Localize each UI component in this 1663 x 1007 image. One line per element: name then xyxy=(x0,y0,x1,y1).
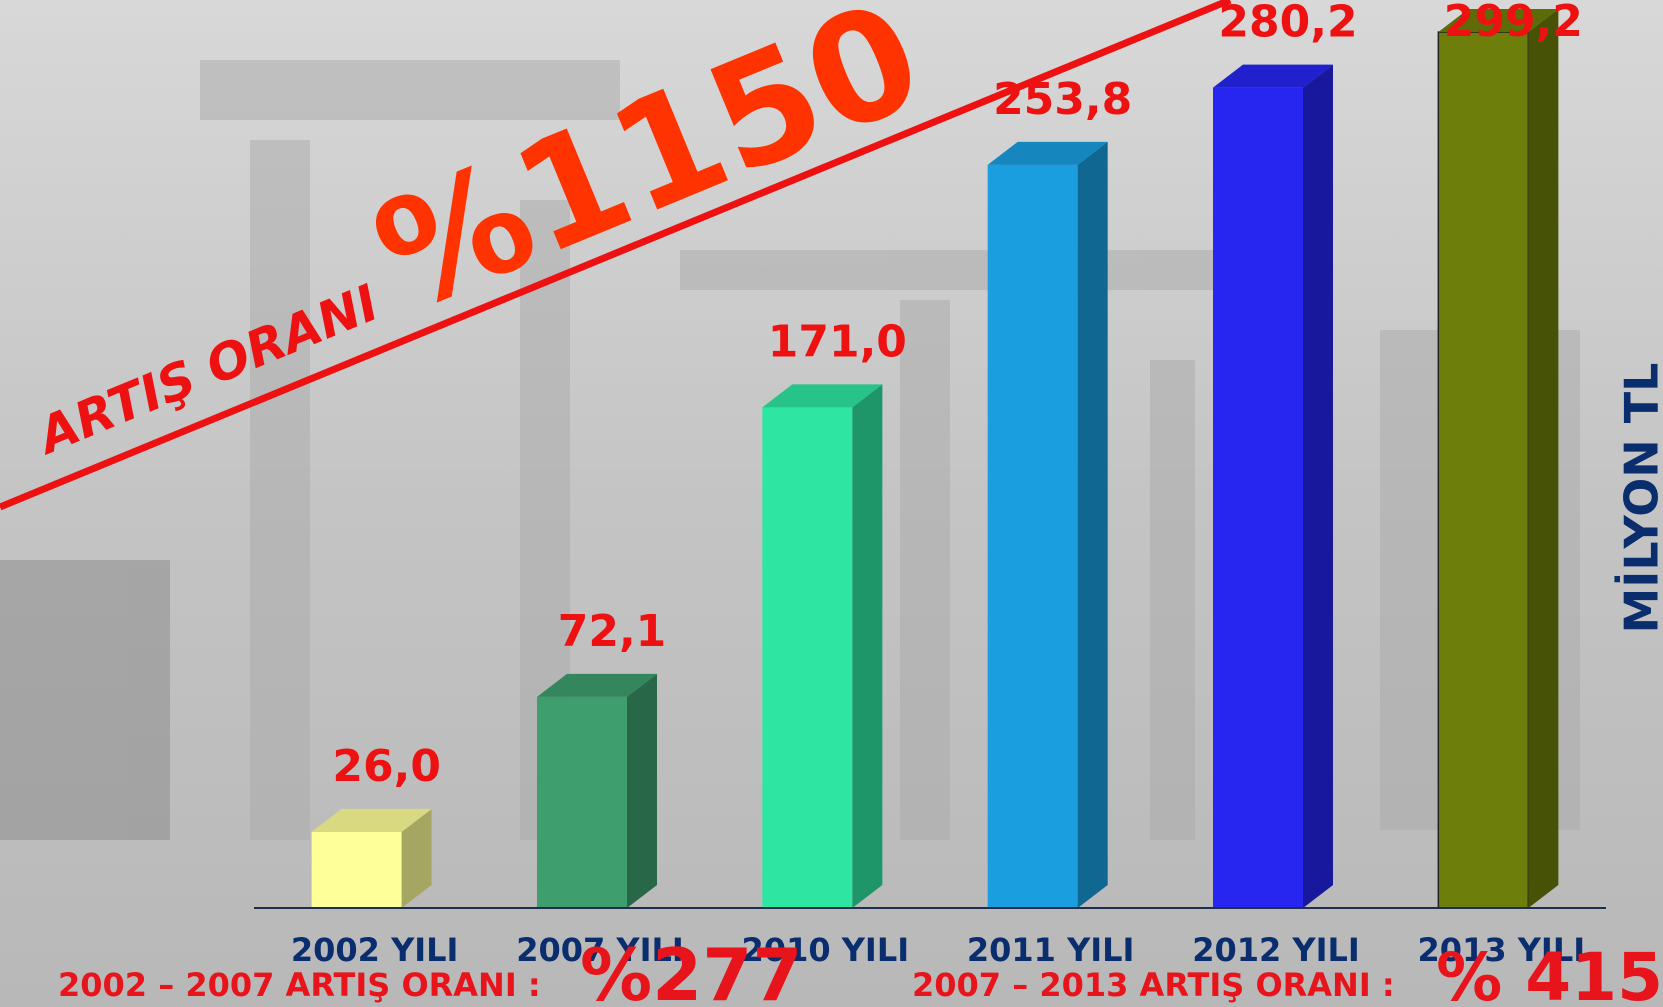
bar-top-shade xyxy=(1213,64,1333,88)
x-tick-label: 2012 YILI xyxy=(1192,931,1360,969)
bar-side xyxy=(1303,64,1333,908)
bar-top-shade xyxy=(762,384,883,408)
value-label: 171,0 xyxy=(768,316,907,367)
bar-top xyxy=(987,141,1108,165)
x-tick-label: 2007 YILI xyxy=(516,931,684,969)
bar-top xyxy=(762,384,883,408)
bar-top-shade xyxy=(537,673,657,697)
value-label: 72,1 xyxy=(558,606,667,657)
bar-top xyxy=(1438,9,1559,32)
bar-front xyxy=(987,164,1078,908)
right-growth-label: 2007 – 2013 ARTIŞ ORANI : xyxy=(912,966,1395,1004)
bar-top-shade xyxy=(1438,9,1559,32)
bar-front xyxy=(311,831,402,908)
bar-side-shade xyxy=(1303,64,1333,908)
bar-front xyxy=(537,696,627,908)
bar-side xyxy=(627,673,657,908)
bar-side xyxy=(401,808,432,908)
value-label: 280,2 xyxy=(1218,0,1357,48)
bar-side xyxy=(852,384,883,908)
bar-side-shade xyxy=(1077,141,1108,908)
bar-top-shade xyxy=(987,141,1108,165)
bar-top xyxy=(311,808,432,832)
value-label: 253,8 xyxy=(993,74,1132,125)
x-tick-label: 2002 YILI xyxy=(291,931,459,969)
growth-line xyxy=(0,0,1232,511)
bar-front xyxy=(762,407,853,908)
x-tick-label: 2011 YILI xyxy=(967,931,1135,969)
x-tick-label: 2013 YILI xyxy=(1418,931,1586,969)
value-label: 26,0 xyxy=(332,741,441,792)
y-axis-label: MİLYON TL xyxy=(1615,362,1663,633)
bar-top xyxy=(1213,64,1333,88)
value-label: 299,2 xyxy=(1444,0,1583,47)
bar-front xyxy=(1437,31,1530,909)
x-tick-label: 2010 YILI xyxy=(742,931,910,969)
bar-side xyxy=(1528,9,1559,908)
bar-top xyxy=(537,673,657,697)
bar-side-shade xyxy=(852,384,883,908)
bar-front xyxy=(1213,87,1303,908)
bar-side-shade xyxy=(627,673,657,908)
bar-side-shade xyxy=(401,808,432,908)
right-growth-value: % 415 xyxy=(1436,939,1663,1007)
left-growth-label: 2002 – 2007 ARTIŞ ORANI : xyxy=(58,966,541,1004)
left-growth-value: %277 xyxy=(580,933,802,1007)
bar-side xyxy=(1077,141,1108,908)
bar-side-shade xyxy=(1528,9,1559,908)
bar-top-shade xyxy=(311,808,432,832)
